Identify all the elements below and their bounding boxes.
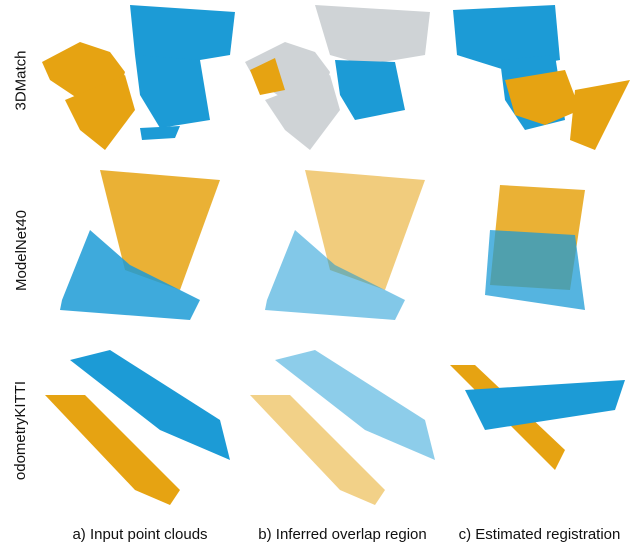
row-label-modelnet40: ModelNet40 xyxy=(12,209,30,291)
3dmatch-registration-panel xyxy=(445,0,634,160)
row-label-3dmatch: 3DMatch xyxy=(12,49,30,111)
kitti-registration-panel xyxy=(445,340,634,520)
kitti-input-panel xyxy=(40,340,240,520)
kitti-overlap-render xyxy=(250,350,435,505)
modelnet40-input-panel xyxy=(40,160,240,340)
modelnet40-overlap-render xyxy=(265,170,425,320)
3dmatch-input-panel xyxy=(40,0,240,160)
source-cloud xyxy=(42,42,135,150)
modelnet40-input-render xyxy=(60,170,220,320)
caption-estimated-registration: c) Estimated registration xyxy=(458,526,621,543)
modelnet40-overlap-panel xyxy=(245,160,440,340)
kitti-registration-render xyxy=(450,365,625,470)
3dmatch-registration-render xyxy=(453,5,630,150)
caption-inferred-overlap-region: b) Inferred overlap region xyxy=(258,526,427,543)
3dmatch-overlap-panel xyxy=(245,0,440,160)
caption-input-point-clouds: a) Input point clouds xyxy=(72,526,208,543)
modelnet40-registration-panel xyxy=(445,160,634,340)
modelnet40-registration-render xyxy=(485,185,585,310)
kitti-overlap-panel xyxy=(245,340,440,520)
3dmatch-input-render xyxy=(42,5,235,150)
kitti-input-render xyxy=(45,350,230,505)
row-label-odometrykitti: odometryKITTI xyxy=(12,380,30,480)
target-cloud xyxy=(130,5,235,140)
3dmatch-overlap-render xyxy=(245,5,430,150)
